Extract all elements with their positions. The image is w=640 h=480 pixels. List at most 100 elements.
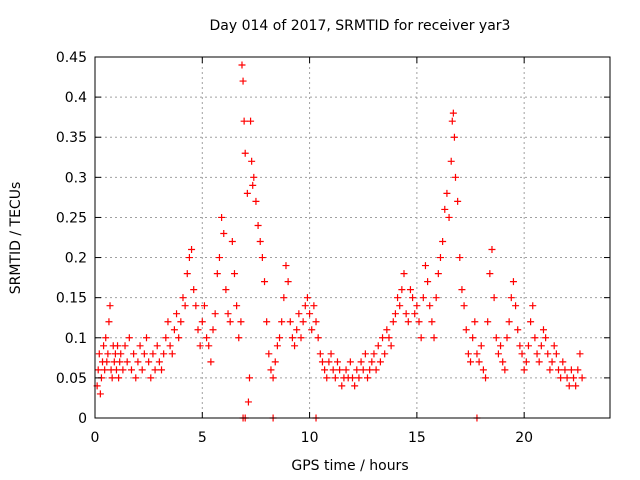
data-point bbox=[432, 294, 440, 302]
data-point bbox=[563, 374, 571, 382]
data-point bbox=[546, 366, 554, 374]
data-point bbox=[116, 358, 124, 366]
data-point bbox=[162, 334, 170, 342]
data-point bbox=[505, 318, 513, 326]
data-point bbox=[381, 350, 389, 358]
data-point bbox=[331, 374, 339, 382]
data-point bbox=[509, 278, 517, 286]
data-point bbox=[308, 326, 316, 334]
x-tick-label: 20 bbox=[515, 430, 533, 446]
data-point bbox=[155, 358, 163, 366]
data-point bbox=[475, 358, 483, 366]
data-point bbox=[559, 358, 567, 366]
data-point bbox=[507, 294, 515, 302]
data-point bbox=[117, 350, 125, 358]
data-point bbox=[572, 382, 580, 390]
data-point bbox=[166, 342, 174, 350]
data-point bbox=[443, 189, 451, 197]
y-tick-label: 0.35 bbox=[56, 130, 87, 146]
data-point bbox=[531, 334, 539, 342]
data-point bbox=[479, 366, 487, 374]
data-point bbox=[173, 310, 181, 318]
data-point bbox=[188, 246, 196, 254]
data-point bbox=[250, 173, 258, 181]
data-point bbox=[140, 350, 148, 358]
data-point bbox=[522, 358, 530, 366]
data-point bbox=[574, 366, 582, 374]
data-point bbox=[104, 350, 112, 358]
data-point bbox=[567, 366, 575, 374]
data-point bbox=[267, 366, 275, 374]
data-point bbox=[329, 366, 337, 374]
data-point bbox=[497, 342, 505, 350]
data-point bbox=[108, 374, 116, 382]
data-point bbox=[370, 350, 378, 358]
data-point bbox=[224, 310, 232, 318]
x-tick-label: 15 bbox=[408, 430, 426, 446]
data-point bbox=[499, 358, 507, 366]
data-point bbox=[518, 350, 526, 358]
data-point bbox=[353, 366, 361, 374]
data-point bbox=[222, 286, 230, 294]
data-point bbox=[406, 286, 414, 294]
data-point bbox=[230, 270, 238, 278]
data-point bbox=[398, 286, 406, 294]
data-point bbox=[464, 350, 472, 358]
data-point bbox=[258, 254, 266, 262]
data-point bbox=[312, 318, 320, 326]
data-point bbox=[338, 382, 346, 390]
data-point bbox=[404, 318, 412, 326]
data-point bbox=[458, 286, 466, 294]
data-point bbox=[145, 358, 153, 366]
data-point bbox=[436, 254, 444, 262]
data-point bbox=[278, 318, 286, 326]
data-point bbox=[467, 358, 475, 366]
data-point bbox=[424, 278, 432, 286]
x-tick-label: 5 bbox=[198, 430, 207, 446]
data-point bbox=[123, 358, 131, 366]
data-point bbox=[314, 334, 322, 342]
chart-title: Day 014 of 2017, SRMTID for receiver yar… bbox=[210, 18, 511, 34]
data-point bbox=[160, 350, 168, 358]
data-point bbox=[105, 318, 113, 326]
data-point bbox=[383, 326, 391, 334]
data-point bbox=[550, 342, 558, 350]
data-point bbox=[177, 318, 185, 326]
data-point bbox=[119, 366, 127, 374]
data-point bbox=[578, 374, 586, 382]
data-point bbox=[409, 294, 417, 302]
data-point bbox=[486, 270, 494, 278]
data-point bbox=[516, 342, 524, 350]
data-point bbox=[469, 334, 477, 342]
data-point bbox=[544, 350, 552, 358]
data-point bbox=[327, 350, 335, 358]
data-point bbox=[269, 374, 277, 382]
data-point bbox=[136, 342, 144, 350]
data-point bbox=[548, 358, 556, 366]
data-point bbox=[241, 149, 249, 157]
data-point bbox=[391, 310, 399, 318]
data-point bbox=[421, 262, 429, 270]
data-point bbox=[503, 334, 511, 342]
data-point bbox=[372, 366, 380, 374]
data-point bbox=[288, 334, 296, 342]
data-point bbox=[460, 302, 468, 310]
data-point bbox=[533, 350, 541, 358]
data-point bbox=[366, 366, 374, 374]
data-point bbox=[291, 342, 299, 350]
data-point bbox=[488, 246, 496, 254]
data-points-layer bbox=[93, 61, 586, 422]
y-tick-label: 0.3 bbox=[65, 170, 87, 186]
data-point bbox=[179, 294, 187, 302]
data-point bbox=[415, 318, 423, 326]
data-point bbox=[387, 342, 395, 350]
data-point bbox=[492, 334, 500, 342]
data-point bbox=[114, 342, 122, 350]
data-point bbox=[256, 238, 264, 246]
data-point bbox=[215, 254, 223, 262]
data-point bbox=[361, 350, 369, 358]
data-point bbox=[484, 318, 492, 326]
data-point bbox=[112, 366, 120, 374]
data-point bbox=[235, 334, 243, 342]
